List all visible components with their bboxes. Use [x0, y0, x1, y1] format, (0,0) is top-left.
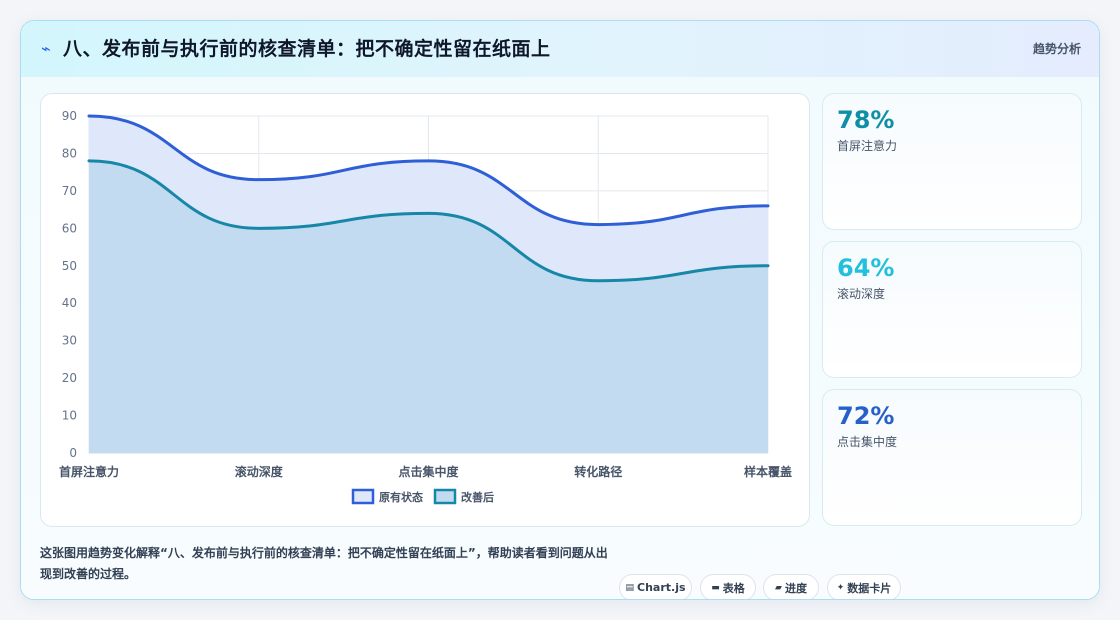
chip-label: 表格	[722, 581, 745, 595]
y-tick-label: 70	[62, 184, 77, 198]
chart-panel: 0 10 20 30 40 50 60 70 80 90 首屏注意力 滚动深度 点击集中度 转化路径 样本覆…	[40, 93, 810, 527]
kpi-label: 滚动深度	[837, 287, 886, 301]
area-chart: 0 10 20 30 40 50 60 70 80 90 首屏注意力 滚动深度 点击集中度 转化路径 样本覆…	[59, 109, 792, 505]
legend-label: 改善后	[461, 490, 494, 504]
kpi-value: 72%	[837, 402, 895, 430]
x-tick-label: 转化路径	[574, 464, 622, 479]
y-tick-label: 60	[62, 221, 77, 235]
sparkle-icon: ✦	[836, 582, 845, 593]
kpi-card-2: 64% 滚动深度	[822, 241, 1082, 378]
y-tick-label: 20	[62, 371, 77, 385]
lightning-icon: ⌁	[41, 39, 51, 58]
kpi-card-1: 78% 首屏注意力	[822, 93, 1082, 230]
y-tick-label: 40	[62, 296, 77, 310]
card-body: 0 10 20 30 40 50 60 70 80 90 首屏注意力 滚动深度 点击集中度 转化路径 样本覆…	[21, 77, 1099, 599]
y-tick-label: 30	[62, 334, 77, 348]
y-tick-label: 10	[62, 409, 77, 423]
series-line-1	[87, 159, 770, 283]
chip-data-card[interactable]: ✦ 数据卡片	[827, 574, 901, 599]
card-header: ⌁ 八、发布前与执行前的核查清单：把不确定性留在纸面上 趋势分析	[21, 21, 1099, 77]
kpi-value: 78%	[837, 106, 895, 134]
x-tick-label: 点击集中度	[398, 464, 459, 479]
legend-label: 原有状态	[379, 490, 423, 504]
table-icon: ▬	[711, 582, 720, 593]
report-card: ⌁ 八、发布前与执行前的核查清单：把不确定性留在纸面上 趋势分析 0 10 20 30…	[20, 20, 1100, 600]
chip-chartjs[interactable]: ▤ Chart.js	[619, 574, 692, 599]
chip-progress[interactable]: ▰ 进度	[763, 574, 819, 599]
x-tick-label: 滚动深度	[235, 464, 284, 479]
chip-label: 数据卡片	[847, 581, 892, 595]
legend-swatch	[433, 488, 457, 505]
y-tick-label: 80	[62, 146, 77, 160]
kpi-card-3: 72% 点击集中度	[822, 389, 1082, 526]
kpi-label: 首屏注意力	[837, 139, 898, 153]
y-tick-label: 90	[62, 109, 77, 123]
series-line-0	[87, 114, 770, 227]
progress-icon: ▰	[775, 582, 782, 593]
x-tick-label: 首屏注意力	[59, 464, 119, 479]
y-tick-label: 0	[69, 446, 77, 460]
x-tick-label: 样本覆盖	[744, 464, 792, 479]
legend-swatch	[351, 488, 375, 505]
chip-table[interactable]: ▬ 表格	[700, 574, 756, 599]
chip-label: Chart.js	[637, 581, 686, 594]
y-tick-label: 50	[62, 259, 77, 273]
kpi-label: 点击集中度	[837, 435, 898, 449]
section-tag: 趋势分析	[1032, 42, 1081, 56]
kpi-value: 64%	[837, 254, 895, 282]
series-area-1	[89, 160, 768, 453]
chart-caption: 这张图用趋势变化解释“八、发布前与执行前的核查清单：把不确定性留在纸面上”，帮助…	[40, 546, 608, 581]
chart-icon: ▤	[625, 582, 634, 593]
chip-label: 进度	[784, 581, 807, 595]
page-title: 八、发布前与执行前的核查清单：把不确定性留在纸面上	[63, 38, 551, 60]
